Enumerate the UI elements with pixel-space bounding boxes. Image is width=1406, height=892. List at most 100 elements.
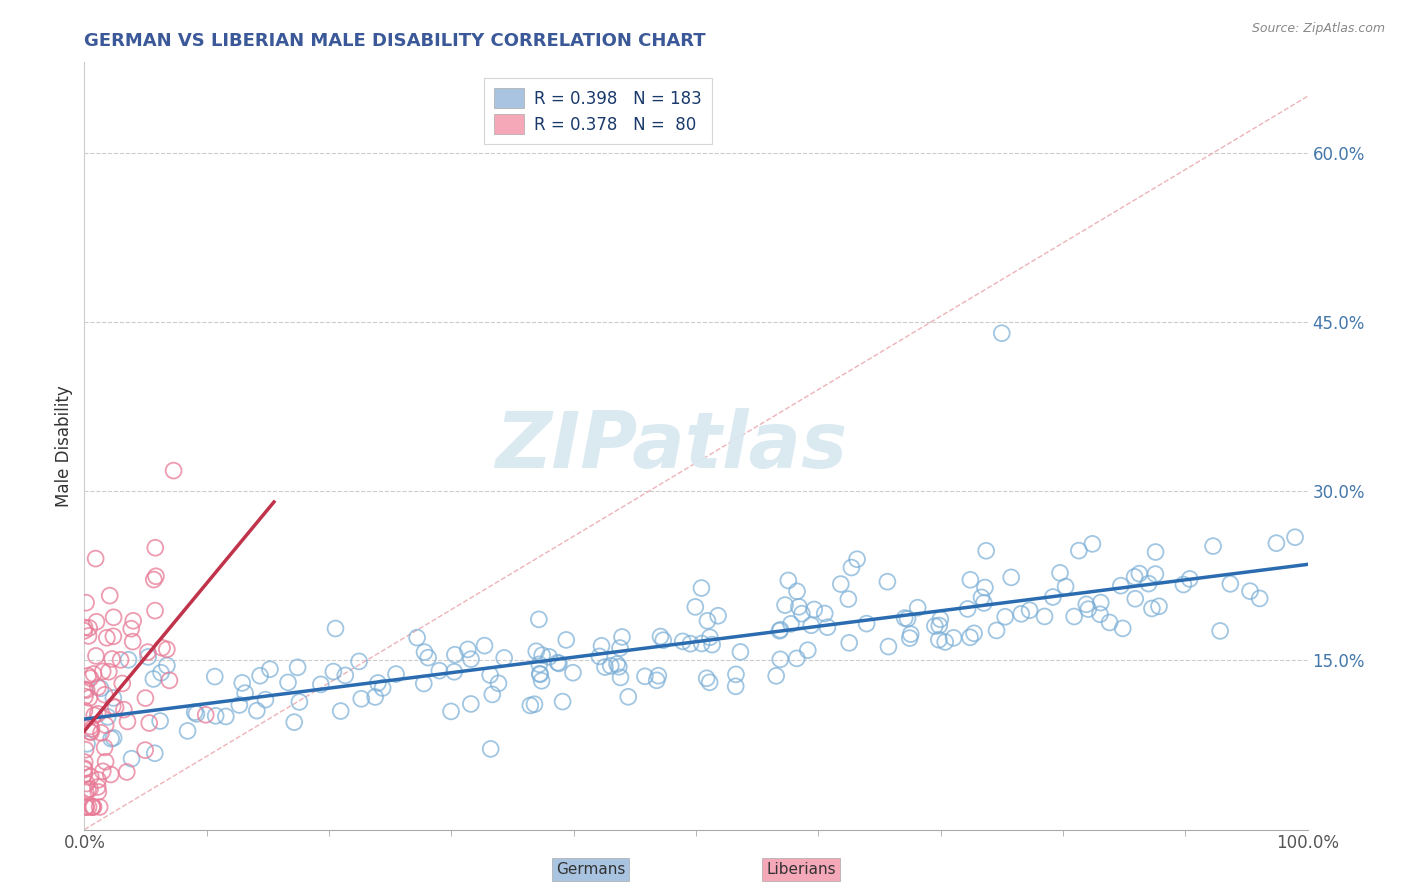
Point [77,629,100,643]
Point [97,665,120,679]
Point [136,649,159,664]
Point [588,649,610,664]
Point [956,602,979,616]
Point [145,569,167,583]
Point [93,740,115,755]
Point [322,665,344,679]
Point [1140,601,1163,615]
Point [786,651,808,665]
Point [959,573,981,587]
Point [80,769,103,783]
Point [150,640,173,655]
Text: GERMAN VS LIBERIAN MALE DISABILITY CORRELATION CHART: GERMAN VS LIBERIAN MALE DISABILITY CORRE… [84,32,706,50]
Point [1018,603,1040,617]
Point [942,631,965,645]
Point [841,560,863,574]
Point [204,708,226,723]
Point [233,686,256,700]
Point [91,665,114,679]
Point [86,615,108,629]
Point [460,652,482,666]
Point [73,763,96,777]
Point [699,675,721,690]
Point [607,660,630,674]
Point [1144,567,1167,582]
Point [606,657,628,671]
Point [1054,580,1077,594]
Point [162,464,184,478]
Point [231,676,253,690]
Point [599,658,621,673]
Point [121,752,143,766]
Point [994,609,1017,624]
Point [896,612,918,626]
Point [80,722,103,736]
Point [838,636,860,650]
Point [1098,615,1121,630]
Point [610,630,633,644]
Point [79,724,101,739]
Point [1090,596,1112,610]
Point [1076,598,1098,612]
Point [325,622,347,636]
Point [679,637,702,651]
Point [1219,577,1241,591]
Point [672,634,695,648]
Point [117,714,139,729]
Point [94,755,117,769]
Point [371,681,394,695]
Point [427,664,450,678]
Point [479,742,502,756]
Point [277,675,299,690]
Point [1123,570,1146,584]
Point [104,700,127,714]
Point [837,592,859,607]
Point [335,668,357,682]
Point [112,703,135,717]
Point [364,690,387,704]
Point [103,610,125,624]
Point [90,681,112,696]
Point [538,649,561,664]
Point [100,731,122,746]
Point [186,706,208,721]
Point [1067,543,1090,558]
Point [77,669,100,683]
Point [1033,609,1056,624]
Text: Liberians: Liberians [766,863,837,877]
Point [765,669,787,683]
Point [928,632,950,647]
Point [283,715,305,730]
Legend: R = 0.398   N = 183, R = 0.378   N =  80: R = 0.398 N = 183, R = 0.378 N = 80 [484,78,711,144]
Point [97,710,120,724]
Point [555,632,578,647]
Point [103,690,125,705]
Point [150,665,173,680]
Point [830,577,852,591]
Point [778,574,800,588]
Point [76,683,98,698]
Point [803,602,825,616]
Point [79,719,101,733]
Point [142,672,165,686]
Point [103,731,125,745]
Point [87,706,110,721]
Point [898,631,921,645]
Point [928,618,950,632]
Point [700,638,723,652]
Point [444,648,467,662]
Point [73,690,96,704]
Point [593,660,616,674]
Point [551,695,574,709]
Point [73,682,96,697]
Point [591,639,613,653]
Point [73,624,96,638]
Point [609,670,631,684]
Point [1137,576,1160,591]
Point [89,800,111,814]
Point [73,761,96,775]
Point [787,599,810,614]
Point [707,608,730,623]
Point [79,671,101,685]
Point [87,785,110,799]
